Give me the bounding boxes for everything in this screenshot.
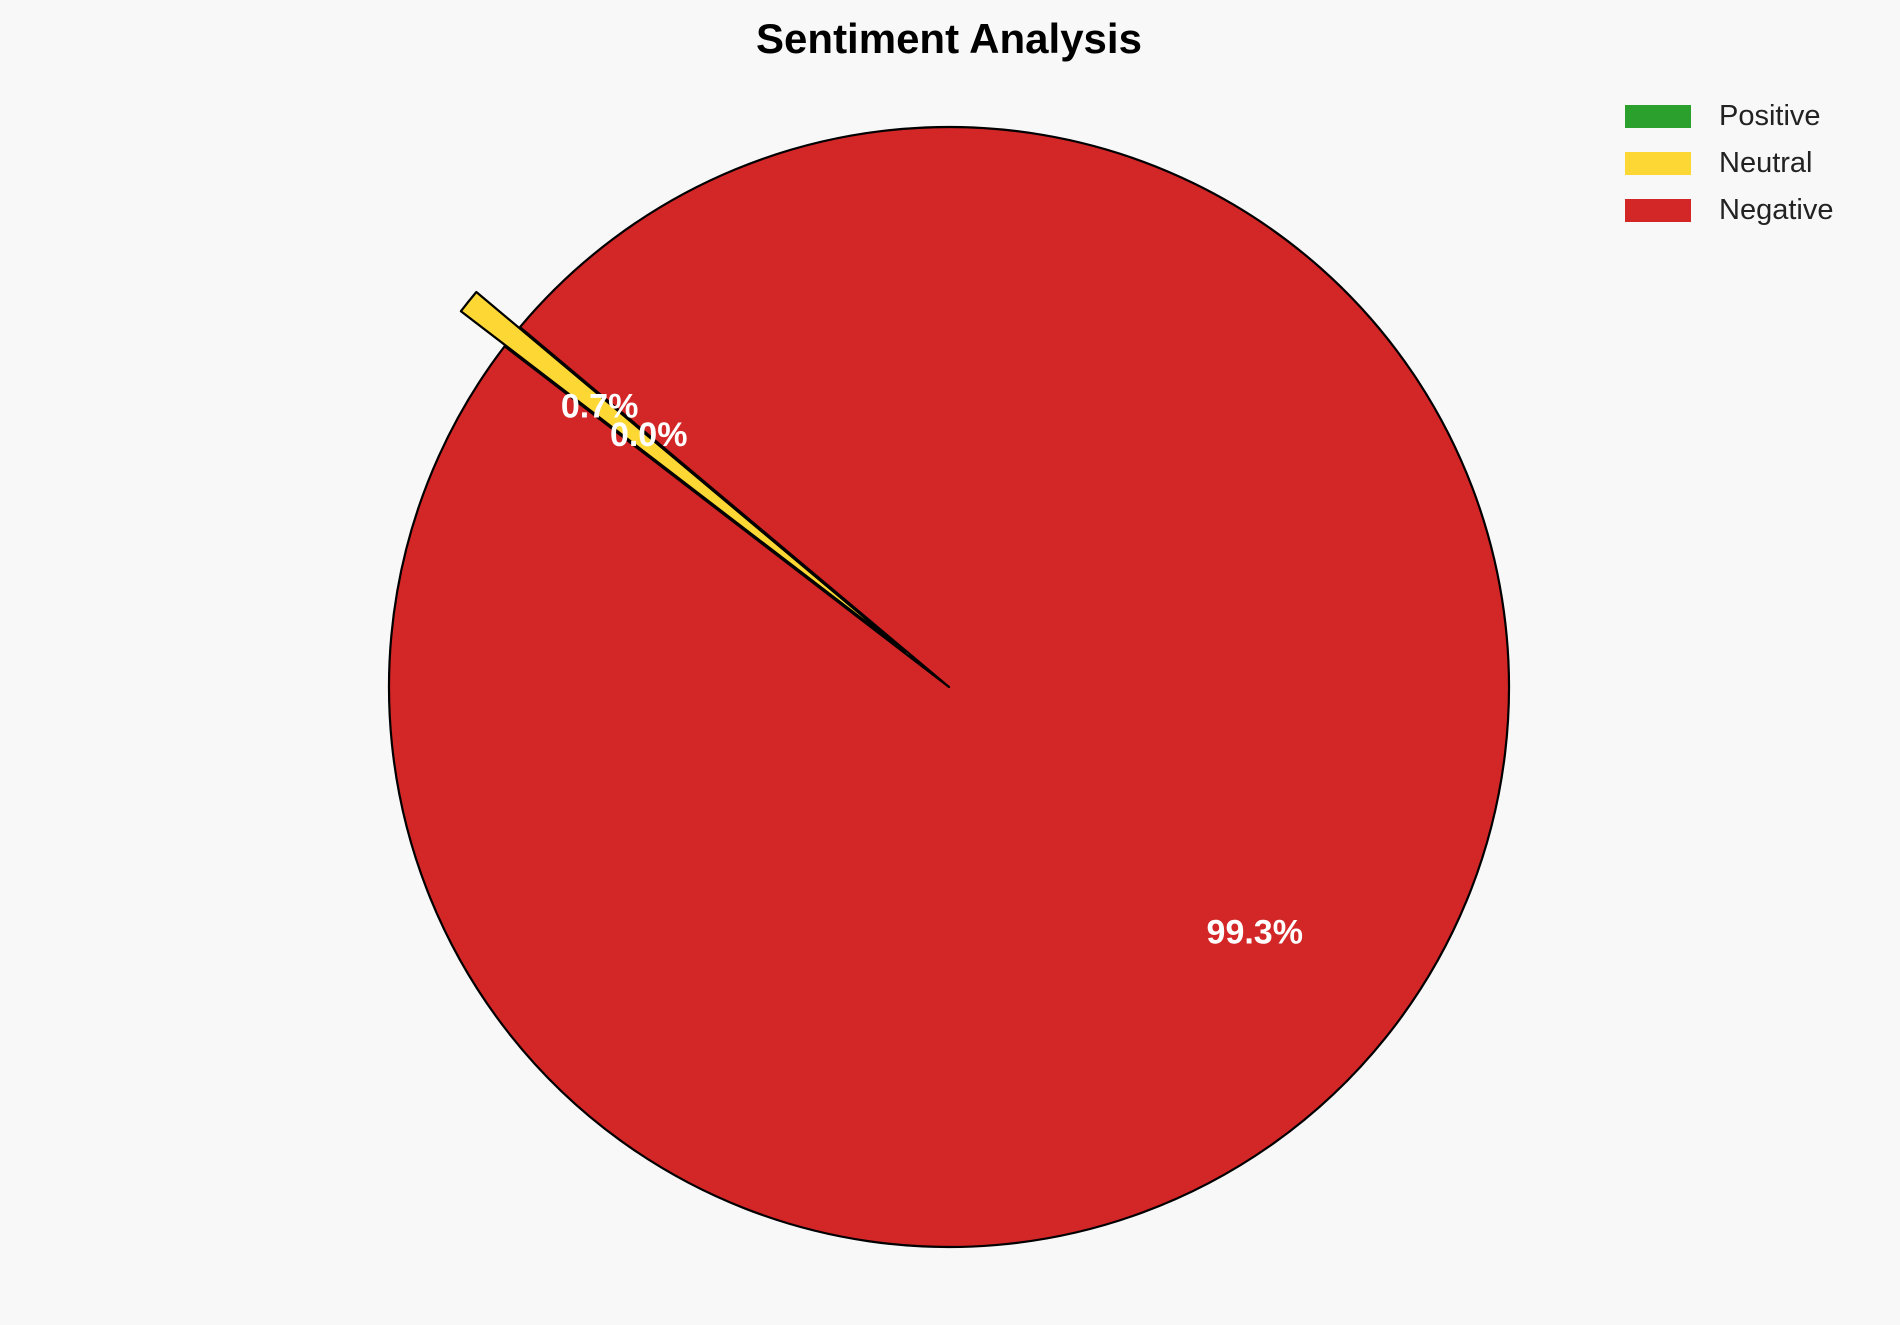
pct-label-neutral: 0.7% [561,388,639,426]
pct-label-negative: 99.3% [1207,913,1303,951]
legend-label-positive: Positive [1719,100,1821,132]
wedge-negative [387,125,1511,1249]
legend-swatch-negative [1625,199,1691,222]
wedge-neutral [459,290,907,654]
chart-title: Sentiment Analysis [756,15,1142,62]
legend-label-neutral: Neutral [1719,147,1813,179]
legend: Positive Neutral Negative [1625,100,1833,226]
pct-label-positive: 0.0% [610,416,688,454]
legend-label-negative: Negative [1719,194,1833,226]
legend-swatch-neutral [1625,152,1691,175]
legend-swatch-positive [1625,105,1691,128]
